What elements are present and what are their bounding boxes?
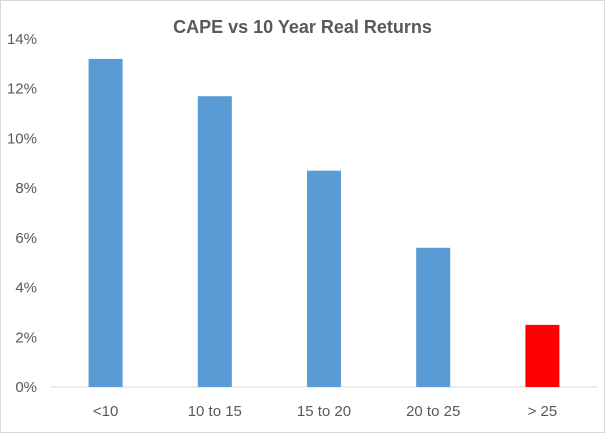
bar-0 [88, 58, 123, 388]
x-tick-label: 10 to 15 [188, 403, 242, 420]
y-tick-label: 8% [15, 180, 37, 197]
y-tick-label: 14% [7, 31, 37, 48]
x-tick-label: 20 to 25 [406, 403, 460, 420]
x-tick-label: <10 [93, 403, 118, 420]
chart-title: CAPE vs 10 Year Real Returns [173, 17, 432, 37]
y-tick-label: 0% [15, 379, 37, 396]
bar-1 [197, 96, 232, 387]
x-tick-label: > 25 [528, 403, 558, 420]
bar-3 [416, 247, 451, 387]
y-tick-label: 2% [15, 329, 37, 346]
bar-4 [525, 324, 560, 387]
y-tick-label: 4% [15, 280, 37, 297]
bar-2 [307, 170, 341, 387]
y-tick-label: 10% [7, 130, 37, 147]
y-tick-label: 12% [7, 81, 37, 98]
x-tick-label: 15 to 20 [297, 403, 351, 420]
y-tick-label: 6% [15, 230, 37, 247]
